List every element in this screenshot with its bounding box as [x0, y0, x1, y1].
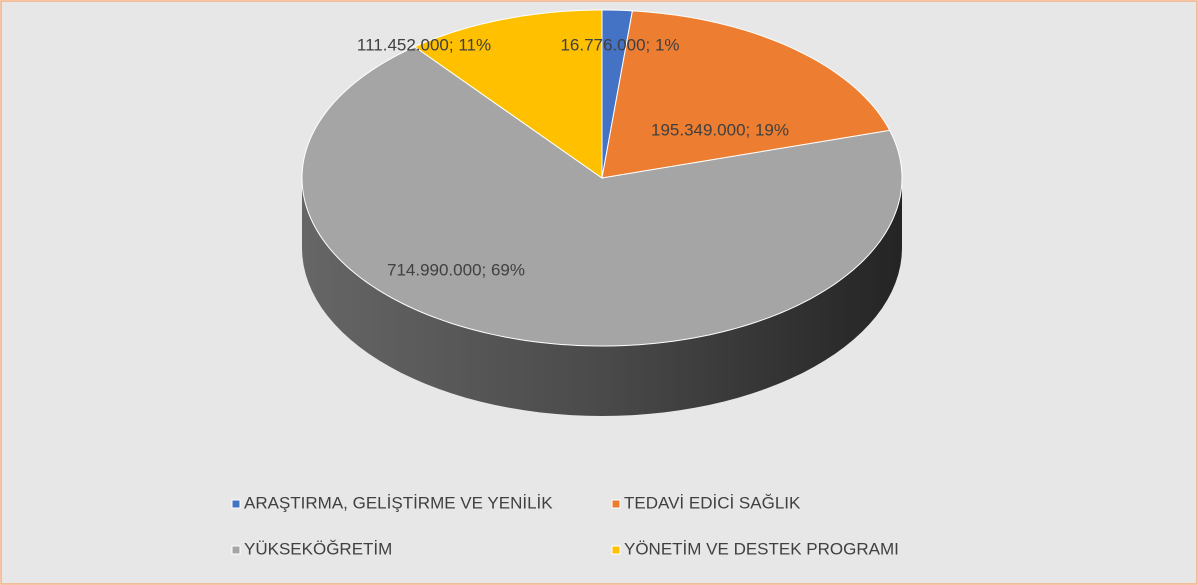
- slice-side: [302, 178, 902, 416]
- pie-slice: [301, 46, 903, 347]
- data-label: 714.990.000; 69%: [387, 260, 525, 279]
- data-label: 195.349.000; 19%: [651, 120, 789, 139]
- legend-label: YÖNETİM VE DESTEK PROGRAMI: [624, 539, 899, 558]
- data-label: 111.452.000; 11%: [357, 35, 491, 54]
- legend-label: ARAŞTIRMA, GELİŞTİRME VE YENİLİK: [244, 493, 553, 512]
- legend-label: YÜKSEKÖĞRETİM: [244, 539, 392, 558]
- legend-swatch: [611, 499, 621, 509]
- legend-swatch: [611, 545, 621, 555]
- legend-swatch: [231, 499, 241, 509]
- pie-slice: [601, 10, 891, 179]
- legend-label: TEDAVİ EDİCİ SAĞLIK: [624, 493, 801, 512]
- legend-swatch: [231, 545, 241, 555]
- pie-slice: [413, 9, 603, 179]
- data-label: 16.776.000; 1%: [560, 35, 679, 54]
